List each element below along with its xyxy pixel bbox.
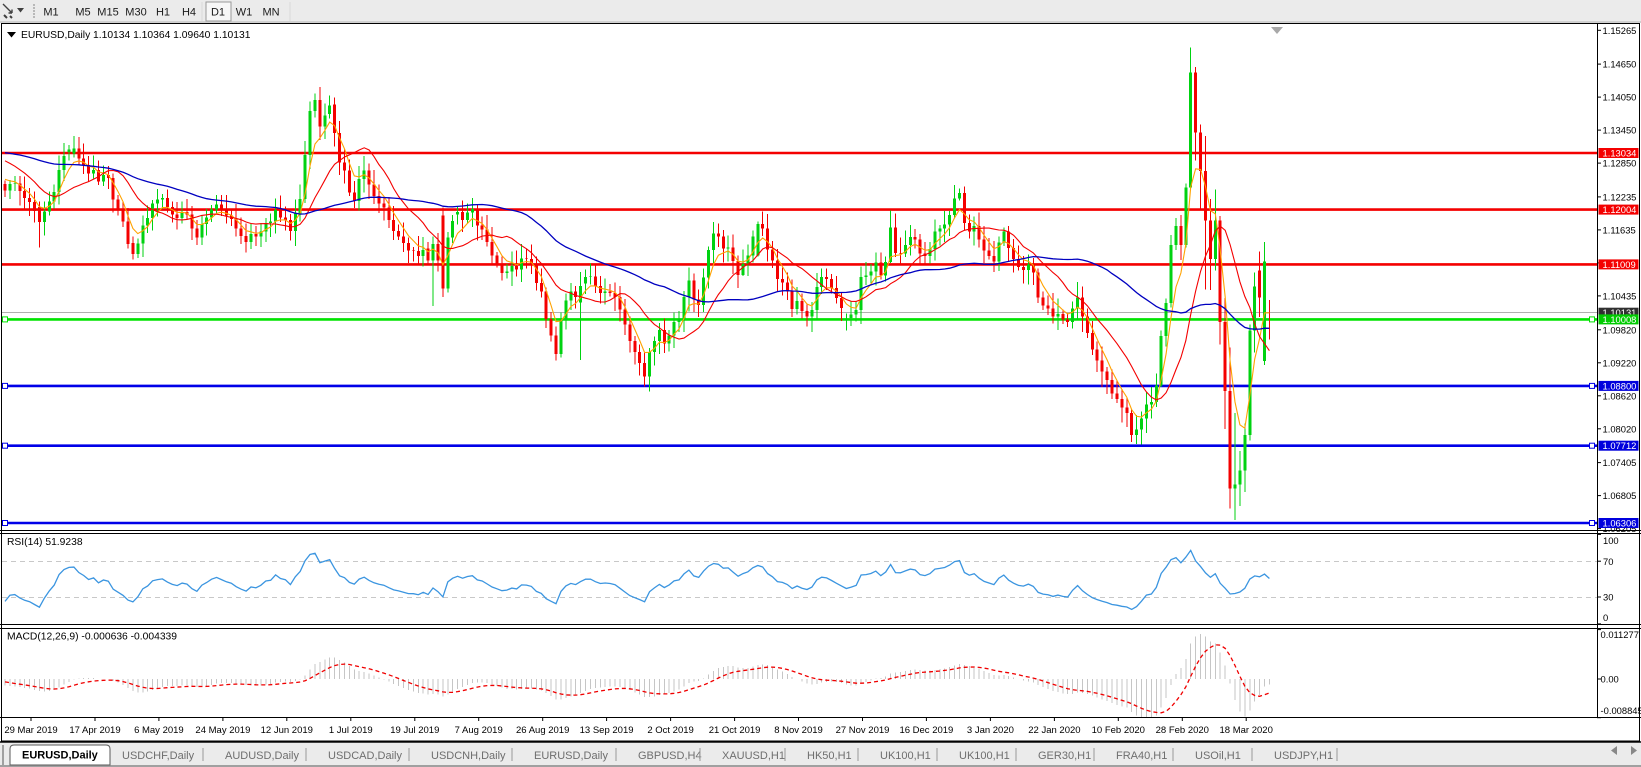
- svg-text:MACD(12,26,9) -0.000636 -0.004: MACD(12,26,9) -0.000636 -0.004339: [7, 632, 177, 643]
- svg-text:HK50,H1: HK50,H1: [807, 750, 852, 762]
- svg-text:13 Sep 2019: 13 Sep 2019: [580, 725, 634, 736]
- svg-text:1 Jul 2019: 1 Jul 2019: [329, 725, 373, 736]
- svg-text:1.09820: 1.09820: [1603, 324, 1637, 335]
- svg-text:1.10131: 1.10131: [1603, 307, 1637, 318]
- svg-text:1.12004: 1.12004: [1603, 204, 1637, 215]
- svg-text:USDCHF,Daily: USDCHF,Daily: [122, 750, 195, 762]
- svg-text:FRA40,H1: FRA40,H1: [1116, 750, 1167, 762]
- svg-text:1.14050: 1.14050: [1603, 92, 1637, 103]
- svg-text:1.09220: 1.09220: [1603, 357, 1637, 368]
- svg-text:1.10435: 1.10435: [1603, 290, 1637, 301]
- svg-text:1.13450: 1.13450: [1603, 125, 1637, 136]
- svg-text:USDJPY,H1: USDJPY,H1: [1274, 750, 1333, 762]
- svg-text:16 Dec 2019: 16 Dec 2019: [899, 725, 953, 736]
- svg-text:M1: M1: [43, 7, 58, 19]
- svg-text:1.15265: 1.15265: [1603, 25, 1637, 36]
- svg-text:27 Nov 2019: 27 Nov 2019: [836, 725, 890, 736]
- svg-text:1.13034: 1.13034: [1603, 148, 1637, 159]
- svg-text:1.11009: 1.11009: [1603, 259, 1636, 270]
- svg-text:100: 100: [1603, 535, 1619, 546]
- svg-text:1.08800: 1.08800: [1603, 380, 1637, 391]
- svg-text:GBPUSD,H4: GBPUSD,H4: [638, 750, 702, 762]
- svg-text:3 Jan 2020: 3 Jan 2020: [967, 725, 1014, 736]
- svg-text:21 Oct 2019: 21 Oct 2019: [709, 725, 761, 736]
- svg-text:USDCAD,Daily: USDCAD,Daily: [328, 750, 402, 762]
- svg-text:1.14650: 1.14650: [1603, 59, 1637, 70]
- svg-text:7 Aug 2019: 7 Aug 2019: [455, 725, 503, 736]
- svg-text:M15: M15: [97, 7, 118, 19]
- svg-text:22 Jan 2020: 22 Jan 2020: [1028, 725, 1080, 736]
- svg-text:USDCNH,Daily: USDCNH,Daily: [431, 750, 506, 762]
- svg-text:17 Apr 2019: 17 Apr 2019: [69, 725, 120, 736]
- svg-text:6 May 2019: 6 May 2019: [134, 725, 184, 736]
- svg-text:0.00: 0.00: [1601, 674, 1619, 685]
- svg-text:10 Feb 2020: 10 Feb 2020: [1092, 725, 1145, 736]
- svg-text:UK100,H1: UK100,H1: [880, 750, 931, 762]
- svg-text:1.08620: 1.08620: [1603, 390, 1637, 401]
- svg-text:EURUSD,Daily: EURUSD,Daily: [534, 750, 608, 762]
- svg-text:8 Nov 2019: 8 Nov 2019: [774, 725, 823, 736]
- svg-text:H4: H4: [182, 7, 196, 19]
- svg-text:GER30,H1: GER30,H1: [1038, 750, 1091, 762]
- svg-text:28 Feb 2020: 28 Feb 2020: [1156, 725, 1209, 736]
- svg-text:MN: MN: [262, 7, 279, 19]
- svg-text:M5: M5: [75, 7, 90, 19]
- svg-text:12 Jun 2019: 12 Jun 2019: [261, 725, 313, 736]
- svg-text:1.07405: 1.07405: [1603, 457, 1637, 468]
- svg-text:-0.008845: -0.008845: [1601, 705, 1641, 716]
- svg-text:USOil,H1: USOil,H1: [1195, 750, 1241, 762]
- svg-text:1.08020: 1.08020: [1603, 423, 1637, 434]
- svg-text:1.07712: 1.07712: [1603, 440, 1637, 451]
- svg-text:UK100,H1: UK100,H1: [959, 750, 1010, 762]
- svg-text:EURUSD,Daily: EURUSD,Daily: [22, 750, 99, 762]
- svg-text:0.011277: 0.011277: [1601, 629, 1639, 640]
- svg-text:1.11635: 1.11635: [1603, 224, 1636, 235]
- svg-text:18 Mar 2020: 18 Mar 2020: [1220, 725, 1273, 736]
- svg-text:D1: D1: [211, 7, 225, 19]
- svg-text:AUDUSD,Daily: AUDUSD,Daily: [225, 750, 299, 762]
- svg-text:24 May 2019: 24 May 2019: [195, 725, 250, 736]
- svg-text:XAUUSD,H1: XAUUSD,H1: [722, 750, 785, 762]
- svg-text:19 Jul 2019: 19 Jul 2019: [390, 725, 439, 736]
- svg-text:1.06306: 1.06306: [1603, 518, 1637, 529]
- svg-text:0: 0: [1603, 612, 1608, 623]
- svg-text:M30: M30: [125, 7, 146, 19]
- svg-text:1.06205: 1.06205: [1603, 523, 1637, 534]
- svg-text:1.12850: 1.12850: [1603, 158, 1637, 169]
- svg-text:2 Oct 2019: 2 Oct 2019: [647, 725, 693, 736]
- svg-text:29 Mar 2019: 29 Mar 2019: [4, 725, 57, 736]
- svg-text:30: 30: [1603, 592, 1613, 603]
- svg-text:1.10008: 1.10008: [1603, 314, 1637, 325]
- svg-text:70: 70: [1603, 556, 1613, 567]
- svg-text:1.12235: 1.12235: [1603, 191, 1637, 202]
- svg-text:26 Aug 2019: 26 Aug 2019: [516, 725, 569, 736]
- svg-text:1.06805: 1.06805: [1603, 490, 1637, 501]
- svg-text:H1: H1: [156, 7, 170, 19]
- svg-text:RSI(14) 51.9238: RSI(14) 51.9238: [7, 537, 83, 548]
- svg-text:W1: W1: [236, 7, 253, 19]
